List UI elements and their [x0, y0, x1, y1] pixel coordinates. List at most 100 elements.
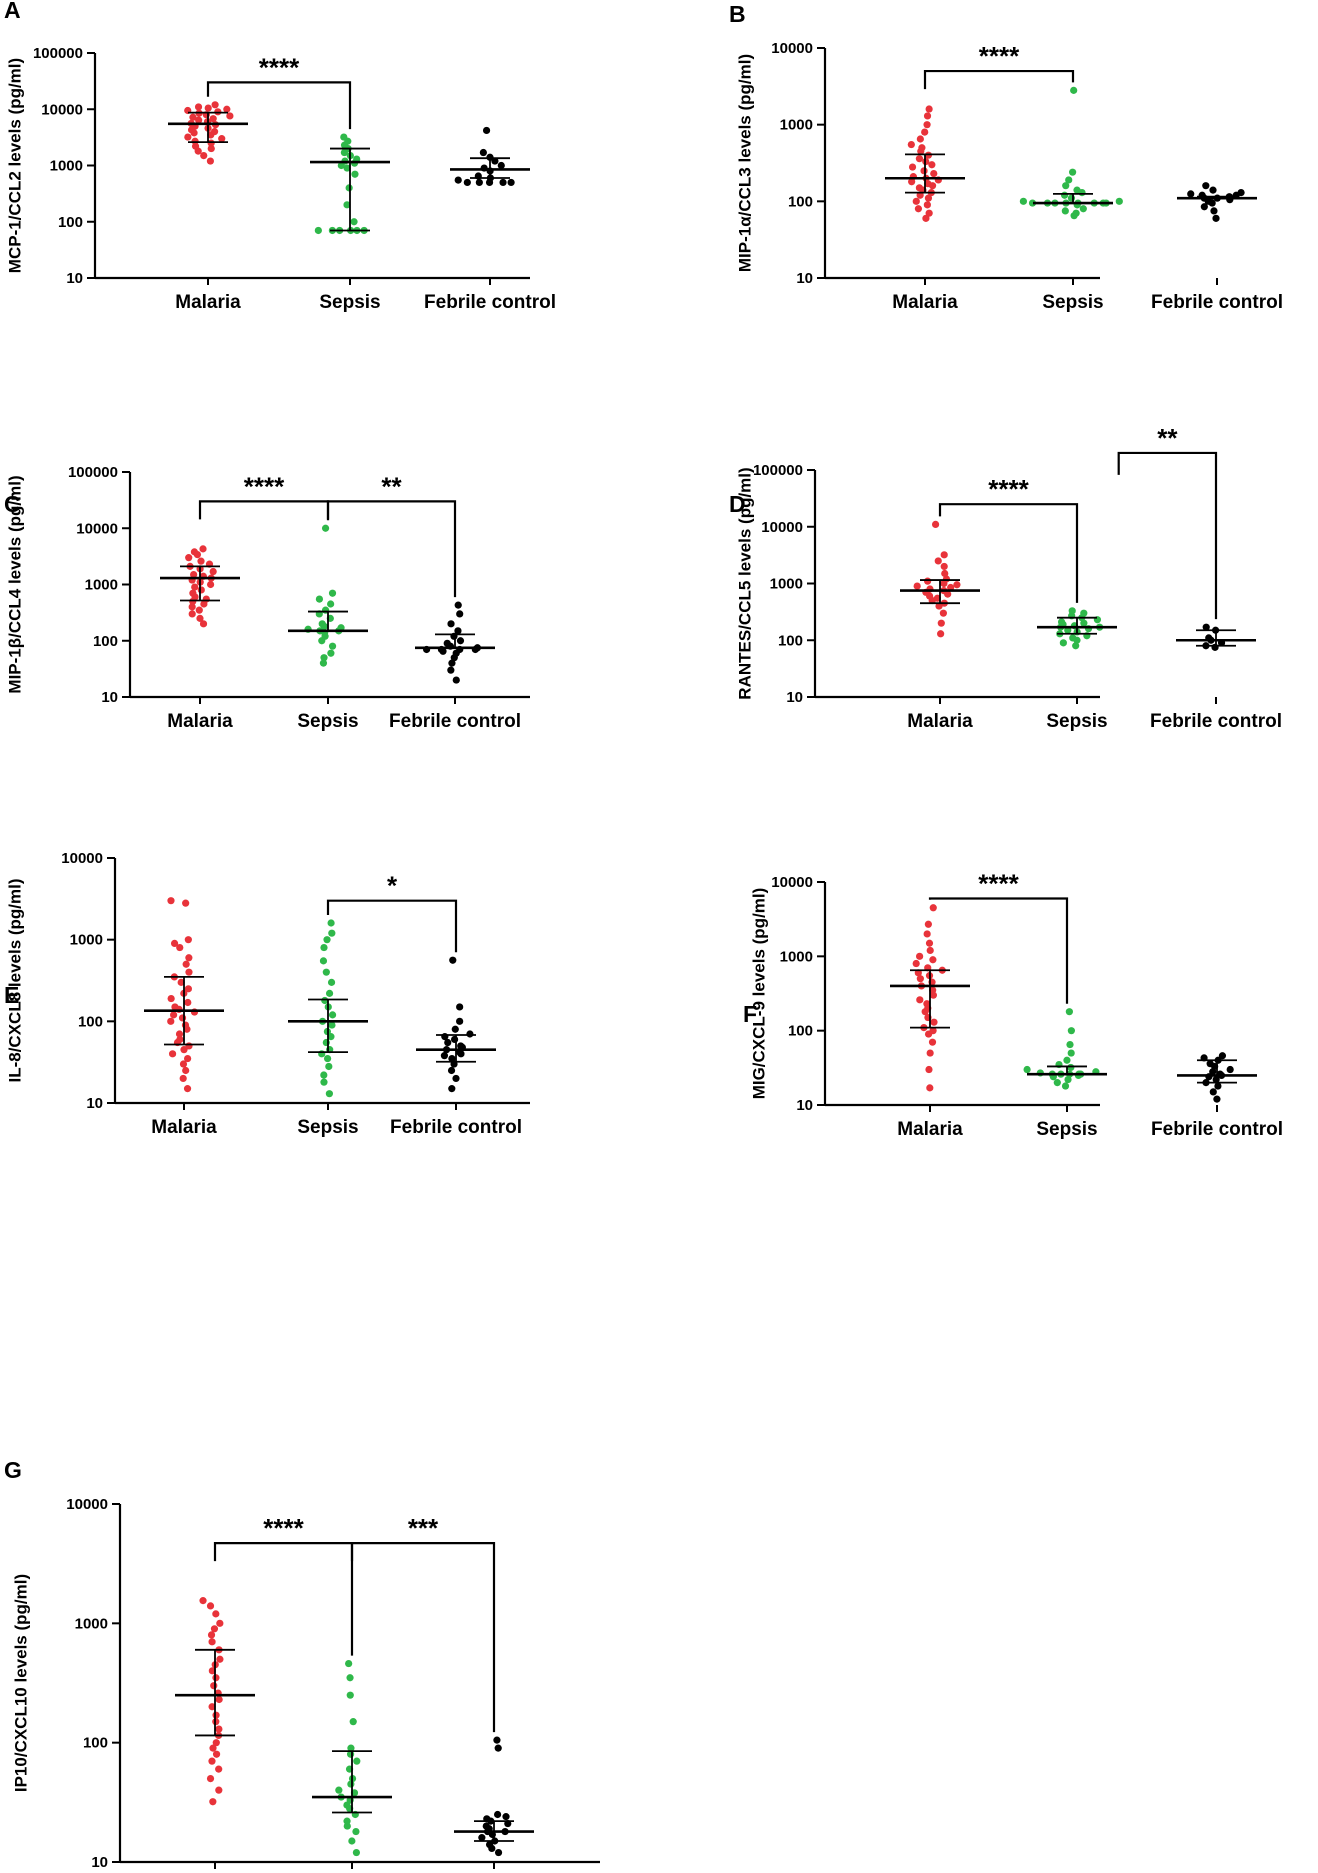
y-tick-label: 10: [786, 689, 803, 706]
data-point: [320, 1071, 328, 1079]
data-point: [327, 649, 335, 657]
data-point: [448, 1054, 456, 1063]
data-point: [456, 610, 464, 618]
data-point: [215, 1725, 223, 1733]
y-tick-label: 1000: [85, 577, 118, 594]
data-point: [171, 1003, 179, 1011]
bracket-line: [198, 500, 330, 521]
data-point: [475, 178, 483, 187]
data-point: [345, 1659, 353, 1668]
panel-g: G 10 100 1000 10000 IP10/CXCL10 levels (pg/ml…: [4, 1457, 600, 1871]
data-point: [452, 676, 460, 684]
data-point: [920, 167, 928, 175]
data-point: [1067, 1027, 1075, 1035]
data-point: [1073, 186, 1081, 194]
data-point: [466, 1030, 474, 1038]
data-point: [318, 620, 326, 628]
x-tick-label-sepsis: Sepsis: [319, 292, 380, 313]
data-point: [179, 1060, 188, 1068]
data-point: [1023, 1065, 1031, 1074]
significance-bracket: ****: [213, 1513, 354, 1656]
x-tick-label-malaria: Malaria: [892, 292, 958, 313]
data-point: [184, 985, 192, 993]
data-point: [1072, 209, 1080, 217]
data-point: [319, 659, 328, 667]
data-point: [343, 164, 351, 172]
data-point: [215, 1765, 223, 1773]
data-point: [202, 595, 210, 603]
x-tick-label-febrile-control: Febrile control: [1151, 1119, 1283, 1140]
significance-bracket: ****: [198, 471, 330, 521]
data-point: [195, 116, 203, 124]
data-point: [479, 148, 487, 157]
data-point: [1211, 643, 1219, 651]
data-point: [1062, 182, 1070, 190]
data-point: [926, 946, 934, 955]
data-point: [212, 1739, 220, 1747]
data-point: [447, 620, 455, 628]
data-point: [223, 105, 231, 113]
data-point: [179, 1074, 187, 1083]
y-tick-label: 10: [101, 689, 118, 706]
data-point: [454, 601, 462, 609]
data-point: [1069, 168, 1077, 176]
significance-bracket: ****: [938, 474, 1079, 603]
series-malaria: [144, 897, 224, 1093]
data-point: [1209, 1088, 1217, 1096]
bracket-line: [326, 899, 458, 953]
y-tick-label: 10: [796, 1097, 813, 1114]
data-point: [912, 197, 920, 205]
data-point: [1206, 1060, 1214, 1068]
data-point: [184, 1054, 192, 1063]
y-axis-label: MIP-1β/CCL4 levels (pg/ml): [5, 475, 24, 693]
data-point: [349, 1718, 357, 1726]
data-point: [1115, 197, 1123, 205]
y-tick-label: 100000: [68, 464, 118, 481]
data-point: [348, 1837, 356, 1845]
data-point: [482, 1822, 490, 1830]
x-tick-label-sepsis: Sepsis: [1036, 1119, 1097, 1140]
data-point: [346, 1691, 354, 1699]
data-point: [929, 904, 937, 912]
series-febrile-control: [1177, 1052, 1257, 1103]
series-sepsis: [1023, 1008, 1107, 1090]
data-point: [928, 1038, 937, 1046]
data-point: [929, 1027, 937, 1035]
significance-label: ****: [988, 474, 1029, 504]
data-point: [1218, 1052, 1227, 1060]
data-point: [175, 1030, 184, 1038]
data-point: [190, 570, 198, 579]
data-point: [191, 137, 199, 145]
data-point: [923, 112, 932, 120]
data-point: [1072, 642, 1080, 650]
data-point: [1214, 1082, 1222, 1090]
data-point: [925, 939, 934, 947]
data-point: [929, 956, 937, 964]
y-tick-label: 1000: [70, 932, 103, 949]
data-point: [185, 954, 193, 962]
series-sepsis: [312, 1659, 392, 1857]
data-point: [210, 1682, 218, 1690]
data-point: [328, 642, 337, 650]
bracket-line: [206, 81, 352, 130]
y-tick-label: 10000: [761, 519, 803, 536]
series-malaria: [168, 101, 248, 165]
x-tick-label-sepsis: Sepsis: [297, 1117, 358, 1138]
series-malaria: [160, 545, 240, 628]
y-tick-label: 100: [788, 193, 813, 210]
data-point: [443, 639, 451, 647]
data-point: [1057, 618, 1066, 626]
series-sepsis: [310, 133, 390, 235]
data-point: [1066, 1040, 1074, 1049]
data-point: [485, 1840, 494, 1849]
data-point: [204, 104, 212, 112]
panel-letter: G: [4, 1457, 22, 1483]
data-point: [1209, 186, 1217, 194]
data-point: [913, 582, 921, 590]
x-tick-label-sepsis: Sepsis: [297, 711, 358, 732]
y-tick-label: 1000: [75, 1615, 108, 1632]
data-point: [499, 178, 507, 187]
significance-label: ***: [408, 1513, 439, 1543]
